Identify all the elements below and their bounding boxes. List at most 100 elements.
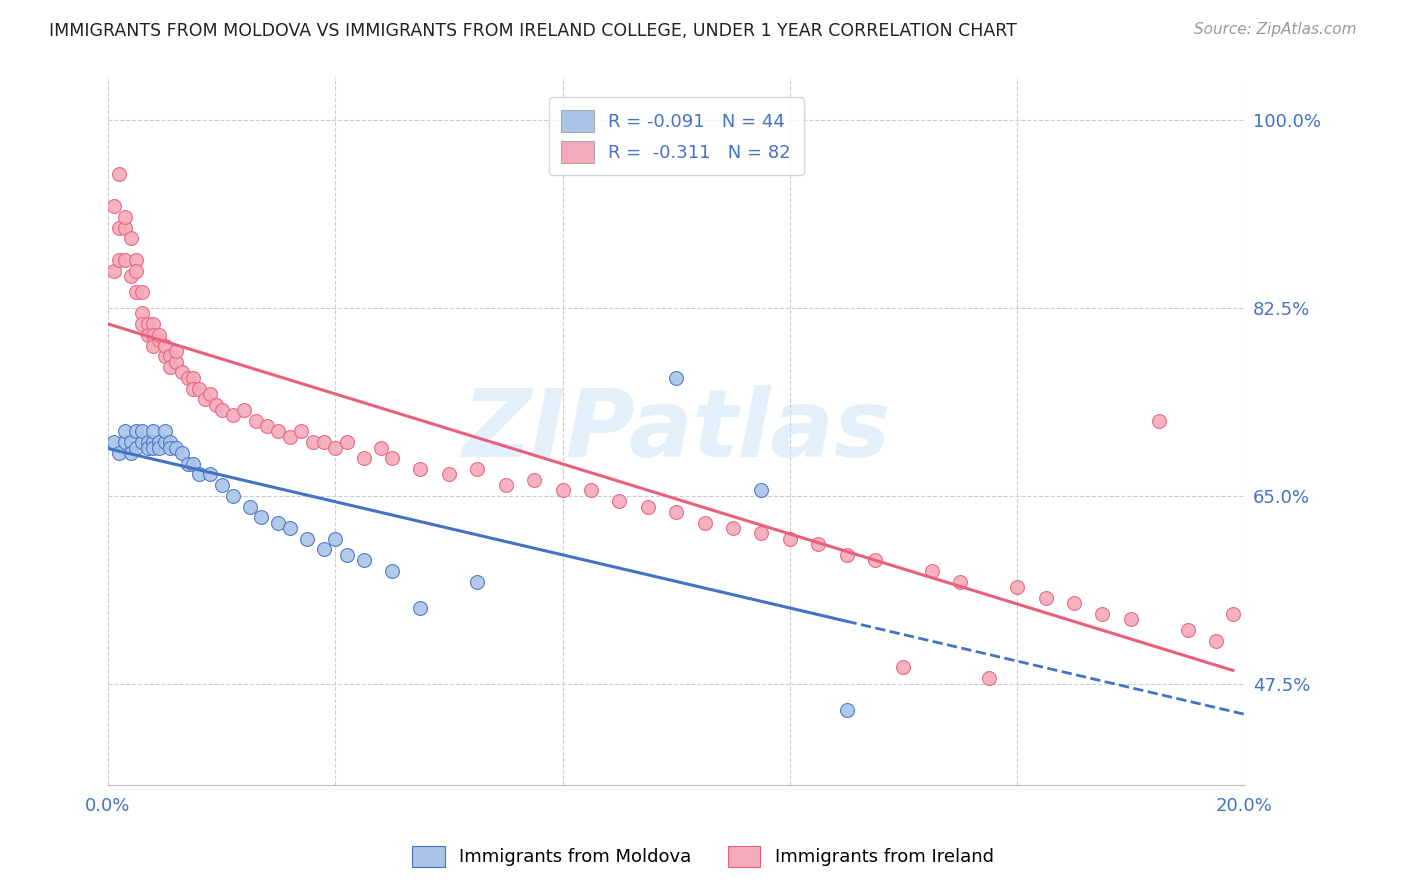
Point [142, 327, 165, 342]
Point [665, 505, 688, 519]
Point [222, 409, 245, 423]
Point [181, 371, 204, 385]
Point [142, 317, 165, 331]
Point [131, 306, 153, 320]
Point [187, 382, 209, 396]
Point [721, 521, 744, 535]
Point [751, 483, 773, 498]
Point [142, 425, 165, 439]
Point [336, 435, 359, 450]
Point [1205, 633, 1227, 648]
Text: Source: ZipAtlas.com: Source: ZipAtlas.com [1194, 22, 1357, 37]
Point [323, 441, 346, 455]
Point [278, 521, 301, 535]
Point [131, 425, 153, 439]
Point [256, 419, 278, 434]
Point [120, 231, 142, 245]
Point [103, 263, 125, 277]
Point [136, 435, 159, 450]
Point [142, 441, 165, 455]
Point [290, 425, 312, 439]
Point [148, 441, 170, 455]
Point [200, 467, 222, 482]
Point [1147, 414, 1170, 428]
Point [165, 343, 187, 358]
Point [312, 542, 335, 557]
Point [108, 220, 131, 235]
Point [863, 553, 886, 567]
Point [148, 327, 170, 342]
Point [125, 441, 148, 455]
Point [1091, 607, 1114, 621]
Point [779, 532, 801, 546]
Point [108, 167, 131, 181]
Point [125, 252, 148, 267]
Point [693, 516, 716, 530]
Point [835, 548, 858, 562]
Text: IMMIGRANTS FROM MOLDOVA VS IMMIGRANTS FROM IRELAND COLLEGE, UNDER 1 YEAR CORRELA: IMMIGRANTS FROM MOLDOVA VS IMMIGRANTS FR… [49, 22, 1017, 40]
Point [181, 457, 204, 471]
Point [187, 467, 209, 482]
Point [136, 441, 159, 455]
Point [893, 660, 915, 674]
Point [1177, 623, 1199, 637]
Point [200, 387, 222, 401]
Point [295, 532, 318, 546]
Point [153, 338, 176, 352]
Point [211, 478, 233, 492]
Point [1035, 591, 1057, 605]
Point [159, 360, 181, 375]
Point [159, 441, 181, 455]
Point [125, 425, 148, 439]
Point [301, 435, 323, 450]
Point [159, 435, 181, 450]
Point [153, 435, 176, 450]
Point [170, 446, 193, 460]
Point [165, 441, 187, 455]
Point [153, 349, 176, 363]
Point [921, 564, 943, 578]
Point [465, 574, 488, 589]
Point [807, 537, 830, 551]
Point [579, 483, 602, 498]
Point [114, 425, 136, 439]
Point [353, 451, 375, 466]
Point [205, 398, 228, 412]
Point [136, 317, 159, 331]
Point [437, 467, 460, 482]
Point [323, 532, 346, 546]
Point [194, 392, 217, 407]
Point [114, 252, 136, 267]
Point [523, 473, 546, 487]
Point [267, 516, 290, 530]
Point [233, 403, 256, 417]
Point [1063, 596, 1085, 610]
Point [336, 548, 359, 562]
Point [103, 199, 125, 213]
Point [148, 333, 170, 347]
Point [665, 371, 688, 385]
Point [1005, 580, 1028, 594]
Point [949, 574, 972, 589]
Point [409, 462, 432, 476]
Point [120, 268, 142, 283]
Point [551, 483, 574, 498]
Point [977, 671, 1000, 685]
Point [381, 564, 404, 578]
Point [170, 366, 193, 380]
Legend: Immigrants from Moldova, Immigrants from Ireland: Immigrants from Moldova, Immigrants from… [405, 838, 1001, 874]
Point [278, 430, 301, 444]
Point [131, 435, 153, 450]
Point [120, 435, 142, 450]
Point [1119, 612, 1142, 626]
Point [108, 446, 131, 460]
Point [165, 355, 187, 369]
Point [176, 371, 198, 385]
Point [835, 703, 858, 717]
Point [465, 462, 488, 476]
Point [153, 425, 176, 439]
Point [108, 252, 131, 267]
Point [114, 220, 136, 235]
Point [495, 478, 517, 492]
Point [181, 382, 204, 396]
